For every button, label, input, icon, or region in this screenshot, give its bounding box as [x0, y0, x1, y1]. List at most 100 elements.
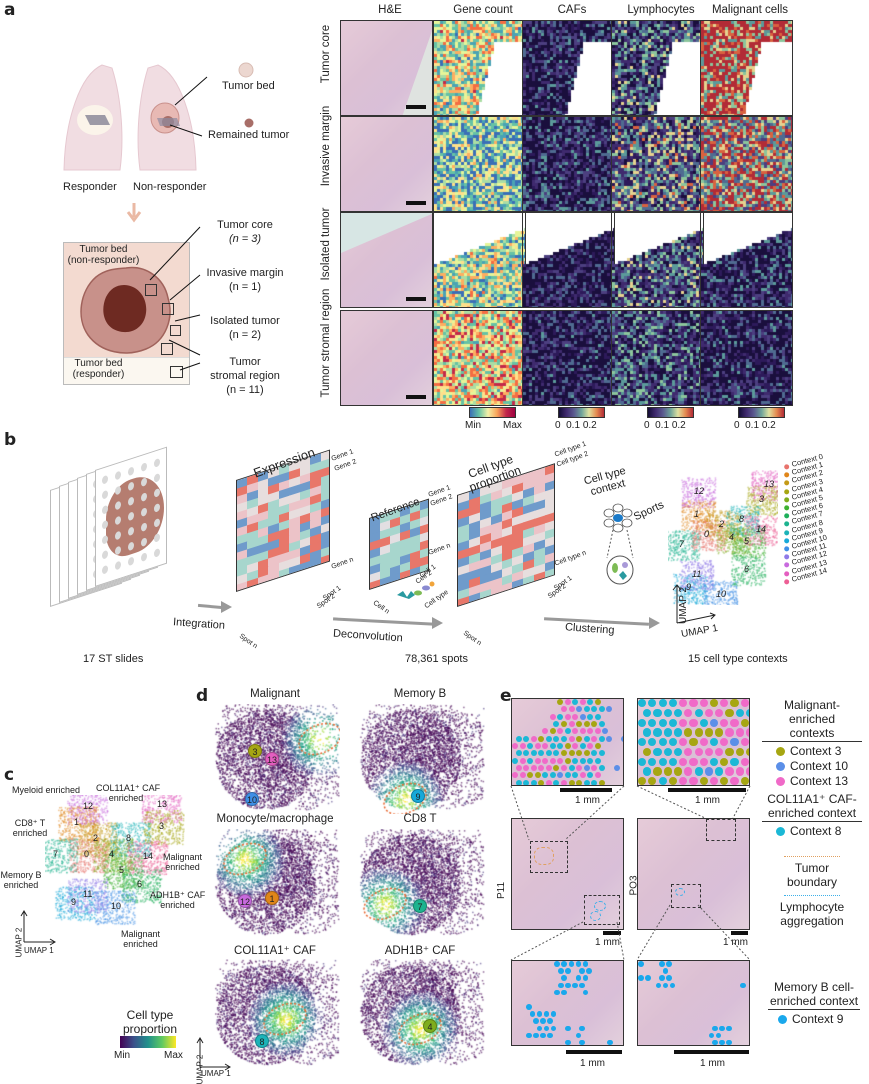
- spatial-tile: [700, 310, 793, 406]
- st-spot: [740, 699, 749, 708]
- st-spot: [679, 738, 688, 747]
- ann-adh1b: ADH1B⁺ CAF enriched: [150, 890, 206, 910]
- st-spot: [587, 772, 594, 779]
- st-spot: [709, 699, 719, 708]
- he-scalebar: [406, 395, 426, 399]
- st-spot: [648, 718, 657, 727]
- st-spot: [572, 699, 579, 706]
- st-spot: [594, 713, 601, 720]
- st-spot: [591, 765, 598, 772]
- spatial-tile: [700, 212, 793, 308]
- st-spot: [668, 757, 678, 766]
- scalebar-e3: [603, 931, 621, 935]
- st-spot: [557, 699, 564, 706]
- scalebar-e1: [560, 788, 612, 792]
- colorbar-malignant: [738, 407, 785, 418]
- st-spot: [679, 757, 688, 766]
- st-spot: [576, 765, 583, 772]
- st-spot: [662, 968, 669, 974]
- cbar-malig-ticks: 0 0.1 0.2: [734, 420, 776, 431]
- st-spot: [545, 779, 552, 785]
- lung-label-responder: Responder: [63, 181, 117, 193]
- st-spot: [712, 1025, 718, 1032]
- st-spot: [554, 989, 561, 996]
- region-invasive-margin: Invasive margin (n = 1): [206, 267, 284, 293]
- st-spot: [745, 708, 749, 717]
- panel-label-a: a: [4, 0, 16, 20]
- st-spot: [745, 747, 749, 757]
- legend-label: Context 3: [790, 744, 842, 758]
- context-marker: 1: [265, 891, 279, 905]
- st-spot: [663, 767, 672, 776]
- st-spot: [684, 708, 693, 717]
- context-marker: 7: [413, 899, 427, 913]
- po3-lymphocyte-zoom: [637, 960, 750, 1046]
- legend-malignant-contexts: Malignant-enriched contexts Context 3 Cont…: [762, 698, 862, 839]
- st-spot: [583, 735, 590, 742]
- st-spot: [689, 699, 698, 708]
- colorbar-proportion: [120, 1036, 176, 1048]
- st-spot: [735, 747, 744, 757]
- st-spot: [560, 750, 567, 757]
- col-header-cafs: CAFs: [557, 4, 587, 16]
- st-spot: [545, 735, 552, 742]
- p11-lymphocyte-zoom: [511, 960, 624, 1046]
- po3-overview: [637, 818, 750, 930]
- st-spot: [564, 728, 571, 735]
- umap-c-cluster-number: 3: [159, 821, 165, 831]
- st-spot: [572, 982, 578, 989]
- cbar-gene-max: Max: [503, 420, 522, 431]
- st-spot: [720, 738, 729, 747]
- scalebar-e6: [674, 1050, 749, 1054]
- st-spot: [515, 765, 522, 772]
- scalebar-e5: [566, 1050, 622, 1054]
- st-spot: [598, 779, 605, 785]
- scalebar-e5-label: 1 mm: [580, 1058, 605, 1069]
- st-spot: [730, 777, 739, 785]
- st-spot: [572, 713, 579, 720]
- st-spot: [735, 708, 744, 717]
- legend-swatch: [776, 747, 785, 757]
- st-spot: [534, 743, 541, 750]
- st-spot: [720, 699, 729, 708]
- st-spot: [668, 699, 678, 708]
- context-marker: 10: [245, 792, 259, 806]
- st-spot: [638, 699, 647, 708]
- st-spot: [557, 968, 564, 974]
- st-spot: [579, 982, 585, 989]
- st-spot: [576, 750, 583, 757]
- st-spot: [655, 982, 662, 989]
- st-spot: [583, 765, 590, 772]
- spatial-tile: [340, 212, 433, 308]
- st-spot: [523, 779, 530, 785]
- umap-cluster-number: 5: [744, 536, 750, 546]
- st-spot: [572, 743, 579, 750]
- st-spot: [699, 718, 708, 727]
- st-spot: [547, 1018, 553, 1024]
- st-spot: [542, 728, 549, 735]
- st-spot: [553, 750, 560, 757]
- st-spot: [515, 779, 522, 785]
- st-spot: [591, 706, 598, 713]
- st-spot: [564, 982, 571, 989]
- st-spot: [684, 728, 693, 737]
- st-spot: [643, 708, 652, 717]
- tumor-boundary-swatch: [784, 856, 840, 857]
- st-spot: [557, 713, 564, 720]
- st-spot: [529, 1011, 536, 1017]
- st-spot: [560, 735, 567, 742]
- legend-label: Context 13: [790, 774, 849, 788]
- st-spot: [658, 718, 667, 727]
- st-spot: [598, 765, 605, 772]
- st-spot: [519, 743, 526, 750]
- st-spot: [553, 765, 560, 772]
- callout-remained-tumor: Remained tumor: [208, 129, 290, 141]
- st-spot: [607, 1039, 613, 1045]
- spatial-tile: [611, 20, 704, 116]
- p11-overview: [511, 818, 624, 930]
- st-spot: [694, 708, 703, 717]
- st-spot: [673, 747, 683, 757]
- umap-cluster-number: 1: [694, 509, 700, 519]
- st-spot: [715, 728, 724, 737]
- caption-st-slides: 17 ST slides: [83, 653, 144, 665]
